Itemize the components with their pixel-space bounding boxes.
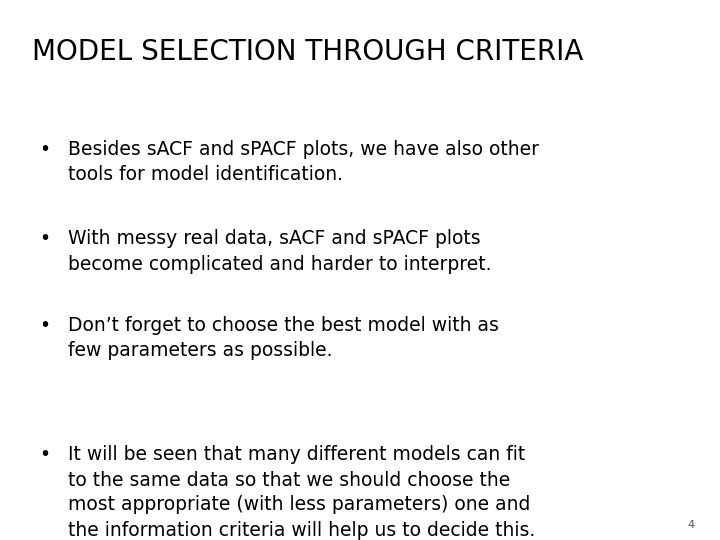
Text: •: • [40, 140, 50, 159]
Text: •: • [40, 316, 50, 335]
Text: 4: 4 [688, 520, 695, 530]
Text: Besides sACF and sPACF plots, we have also other
tools for model identification.: Besides sACF and sPACF plots, we have al… [68, 140, 539, 184]
Text: With messy real data, sACF and sPACF plots
become complicated and harder to inte: With messy real data, sACF and sPACF plo… [68, 230, 492, 273]
Text: It will be seen that many different models can fit
to the same data so that we s: It will be seen that many different mode… [68, 446, 536, 539]
Text: Don’t forget to choose the best model with as
few parameters as possible.: Don’t forget to choose the best model wi… [68, 316, 499, 360]
Text: •: • [40, 230, 50, 248]
Text: •: • [40, 446, 50, 464]
Text: MODEL SELECTION THROUGH CRITERIA: MODEL SELECTION THROUGH CRITERIA [32, 38, 584, 66]
